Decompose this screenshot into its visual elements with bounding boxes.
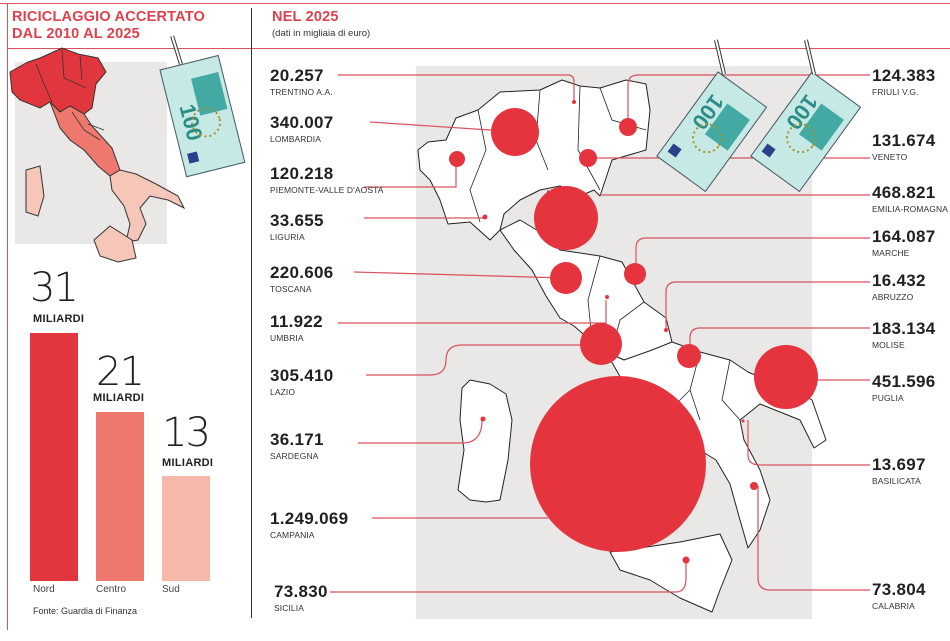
value-lombardia: 340.007 — [270, 113, 334, 132]
region-bubbles — [449, 100, 818, 564]
region-molise: MOLISE — [872, 340, 905, 350]
banknote-icon: 100 — [750, 71, 862, 193]
left-title: RICICLAGGIO ACCERTATO DAL 2010 AL 2025 — [12, 9, 205, 43]
banknote-icon: 100 — [159, 35, 246, 178]
frame-left-rule — [7, 3, 8, 630]
region-toscana: TOSCANA — [270, 284, 312, 294]
region-lombardia: LOMBARDIA — [270, 134, 321, 144]
region-puglia: PUGLIA — [872, 393, 904, 403]
panel-divider — [251, 8, 252, 618]
region-basilicata: BASILICATA — [872, 476, 921, 486]
value-veneto: 131.674 — [872, 131, 936, 150]
region-abruzzo: ABRUZZO — [872, 292, 914, 302]
value-piemonte: 120.218 — [270, 164, 334, 183]
value-molise: 183.134 — [872, 319, 936, 338]
value-emilia-romagna: 468.821 — [872, 183, 936, 202]
region-emilia-romagna: EMILIA-ROMAGNA — [872, 204, 949, 214]
bar-label-centro: Centro — [96, 584, 127, 595]
bar-sud — [162, 476, 210, 581]
region-friuli: FRIULI V.G. — [872, 87, 919, 97]
value-liguria: 33.655 — [270, 211, 324, 230]
right-subtitle: (dati in migliaia di euro) — [272, 28, 371, 39]
value-calabria: 73.804 — [872, 580, 926, 599]
right-title: NEL 2025 — [272, 9, 339, 25]
value-sardegna: 36.171 — [270, 430, 324, 449]
bar-label-sud: Sud — [162, 584, 180, 595]
bar-label-nord: Nord — [33, 584, 55, 595]
region-calabria: CALABRIA — [872, 601, 915, 611]
source-note: Fonte: Guardia di Finanza — [33, 606, 138, 616]
value-abruzzo: 16.432 — [872, 271, 926, 290]
italy-macro-region-map: 100 — [9, 35, 246, 263]
header-rule — [7, 48, 950, 49]
value-lazio: 305.410 — [270, 366, 334, 385]
bar-centro — [96, 412, 144, 581]
region-veneto: VENETO — [872, 152, 908, 162]
value-marche: 164.087 — [872, 227, 936, 246]
value-puglia: 451.596 — [872, 372, 936, 391]
value-toscana: 220.606 — [270, 263, 334, 282]
region-piemonte: PIEMONTE-VALLE D'AOSTA — [270, 185, 384, 195]
value-basilicata: 13.697 — [872, 455, 926, 474]
value-campania: 1.249.069 — [270, 509, 349, 528]
bar-value-nord: 31 — [30, 265, 79, 311]
region-sicilia: SICILIA — [274, 603, 304, 613]
value-sicilia: 73.830 — [274, 582, 328, 601]
value-trentino: 20.257 — [270, 66, 324, 85]
region-liguria: LIGURIA — [270, 232, 305, 242]
frame-top-rule — [0, 3, 950, 4]
bar-unit-sud: MILIARDI — [162, 457, 214, 469]
value-umbria: 11.922 — [270, 312, 323, 331]
bar-nord — [30, 333, 78, 581]
region-sardegna: SARDEGNA — [270, 451, 319, 461]
left-title-line2: DAL 2010 AL 2025 — [12, 26, 140, 42]
bar-unit-centro: MILIARDI — [93, 392, 145, 404]
region-umbria: UMBRIA — [270, 333, 304, 343]
region-trentino: TRENTINO A.A. — [270, 87, 333, 97]
value-friuli: 124.383 — [872, 66, 936, 85]
region-lazio: LAZIO — [270, 387, 296, 397]
banknote-icon: 100 — [656, 71, 768, 193]
bar-value-centro: 21 — [96, 349, 145, 395]
region-campania: CAMPANIA — [270, 530, 315, 540]
bar-unit-nord: MILIARDI — [33, 313, 85, 325]
region-marche: MARCHE — [872, 248, 910, 258]
bar-value-sud: 13 — [162, 410, 211, 456]
left-title-line1: RICICLAGGIO ACCERTATO — [12, 9, 205, 25]
